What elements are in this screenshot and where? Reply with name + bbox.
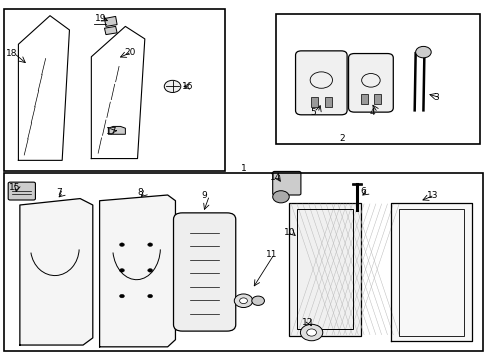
Text: 11: 11 — [266, 250, 277, 259]
Bar — [288, 203, 361, 337]
FancyBboxPatch shape — [348, 54, 392, 112]
Circle shape — [234, 294, 252, 307]
Text: 12: 12 — [301, 318, 313, 327]
Text: 19: 19 — [95, 14, 106, 23]
Text: 20: 20 — [123, 48, 135, 57]
Polygon shape — [100, 195, 175, 347]
Text: 10: 10 — [284, 228, 295, 237]
Polygon shape — [20, 199, 93, 345]
Circle shape — [251, 296, 264, 305]
FancyBboxPatch shape — [8, 182, 35, 200]
Bar — [373, 94, 380, 104]
Text: 8: 8 — [137, 188, 143, 197]
Polygon shape — [108, 126, 125, 134]
Text: 9: 9 — [201, 191, 207, 200]
Bar — [310, 97, 317, 107]
Circle shape — [415, 46, 430, 58]
Polygon shape — [390, 203, 471, 342]
Text: 1: 1 — [240, 164, 246, 173]
Bar — [360, 94, 367, 104]
Text: 7: 7 — [56, 188, 61, 197]
Bar — [296, 209, 352, 329]
Text: 6: 6 — [360, 187, 365, 196]
Bar — [4, 173, 482, 351]
Text: 2: 2 — [339, 134, 344, 143]
Circle shape — [119, 243, 124, 247]
Polygon shape — [91, 26, 144, 158]
Circle shape — [147, 243, 152, 247]
Bar — [276, 14, 479, 144]
Polygon shape — [19, 16, 69, 160]
Polygon shape — [104, 17, 117, 26]
Circle shape — [239, 298, 247, 303]
Circle shape — [164, 80, 181, 93]
Bar — [398, 209, 463, 336]
Bar — [324, 97, 331, 107]
Circle shape — [147, 294, 152, 298]
Text: 5: 5 — [309, 108, 315, 117]
FancyBboxPatch shape — [295, 51, 346, 115]
Text: 3: 3 — [432, 93, 438, 102]
Text: 16: 16 — [182, 82, 193, 91]
Circle shape — [119, 269, 124, 272]
Circle shape — [272, 191, 288, 203]
Circle shape — [147, 269, 152, 272]
Text: 4: 4 — [369, 108, 375, 117]
Bar — [4, 9, 224, 171]
Text: 14: 14 — [269, 173, 281, 182]
Circle shape — [300, 324, 322, 341]
Text: 15: 15 — [9, 183, 20, 192]
FancyBboxPatch shape — [173, 213, 235, 331]
Circle shape — [306, 329, 316, 336]
Text: 17: 17 — [106, 127, 117, 136]
FancyBboxPatch shape — [272, 171, 300, 195]
Polygon shape — [104, 26, 117, 35]
Circle shape — [119, 294, 124, 298]
Text: 18: 18 — [6, 49, 18, 58]
Text: 13: 13 — [426, 190, 437, 199]
